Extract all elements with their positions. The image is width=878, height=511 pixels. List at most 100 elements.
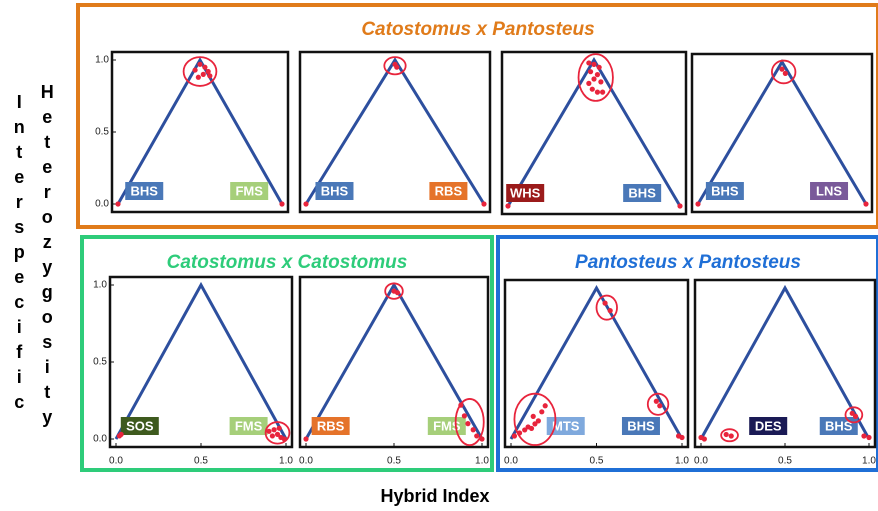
species-label: DES [755, 418, 782, 433]
point [207, 73, 213, 79]
point [394, 290, 401, 296]
point [535, 418, 541, 424]
species-label: LNS [816, 183, 842, 198]
point [591, 76, 597, 82]
point [481, 201, 487, 207]
x-tick-label: 0.0 [109, 456, 123, 467]
species-label-box [623, 184, 662, 202]
hybrid-boundary [116, 56, 284, 205]
point [532, 421, 538, 427]
species-label: RBS [435, 183, 463, 198]
point [866, 434, 872, 441]
species-label: RBS [317, 418, 345, 433]
point [589, 86, 595, 92]
point [849, 410, 855, 416]
x-tick-label: 0.0 [299, 456, 313, 467]
highlight-circle [383, 56, 407, 76]
point [394, 64, 400, 70]
species-label-box [506, 184, 545, 202]
point [863, 201, 869, 207]
highlight-circle [513, 392, 557, 446]
point [118, 431, 124, 437]
species-label-box [315, 182, 354, 200]
highlight-circle [844, 406, 864, 424]
highlight-circle [182, 56, 218, 87]
hybrid-boundary [696, 59, 868, 205]
point [205, 68, 211, 75]
highlight-circle [384, 282, 404, 300]
point [607, 308, 613, 314]
species-label-box [311, 417, 350, 435]
species-label-box [705, 182, 744, 200]
group-title: Catostomus x Pantosteus [361, 19, 594, 40]
point [602, 300, 608, 306]
point [200, 71, 206, 77]
point [586, 60, 592, 66]
point [279, 201, 285, 207]
point [461, 413, 467, 419]
species-label-box [810, 182, 849, 200]
x-tick-label: 0.5 [590, 456, 604, 467]
y-tick-label: 0.5 [95, 127, 109, 138]
point [598, 79, 604, 85]
group-title: Pantosteus x Pantosteus [575, 252, 801, 273]
species-label: FMS [433, 418, 461, 433]
point [657, 403, 663, 409]
x-tick-label: 0.0 [694, 456, 708, 467]
point [303, 201, 309, 207]
species-label: WHS [510, 185, 541, 200]
point [271, 427, 277, 433]
x-tick-label: 1.0 [475, 456, 489, 467]
point [197, 61, 203, 67]
species-label-box [125, 182, 164, 200]
highlight-circle [264, 421, 291, 445]
hybrid-boundary [506, 57, 682, 207]
hybrid-boundary [114, 281, 288, 440]
x-tick-label: 0.0 [504, 456, 518, 467]
point [192, 67, 198, 73]
x-tick-label: 1.0 [279, 456, 293, 467]
point [465, 421, 471, 427]
species-label: MTS [552, 418, 580, 433]
point [596, 64, 602, 70]
point [276, 425, 282, 431]
point [195, 74, 201, 80]
point [522, 427, 528, 433]
highlight-circle [454, 398, 485, 447]
point [586, 80, 592, 86]
species-label: SOS [126, 418, 154, 433]
species-label: BHS [321, 183, 349, 198]
y-tick-label: 1.0 [95, 55, 109, 66]
species-label: BHS [628, 185, 656, 200]
point [861, 433, 867, 439]
point [269, 433, 275, 439]
highlight-circle [720, 428, 739, 443]
y-tick-label: 0.5 [93, 357, 107, 368]
point [594, 89, 601, 95]
point [202, 64, 208, 70]
group-box [76, 3, 878, 229]
point [303, 436, 309, 442]
point [115, 201, 121, 207]
point [779, 66, 785, 72]
point [591, 61, 597, 67]
species-label: BHS [627, 418, 655, 433]
y-label: Heterozygosity [37, 82, 57, 432]
species-label-box [429, 182, 468, 200]
highlight-circle [577, 53, 614, 102]
x-label: Hybrid Index [380, 486, 489, 506]
point [695, 201, 701, 207]
group-title: Catostomus x Catostomus [167, 252, 408, 273]
x-tick-label: 0.5 [387, 456, 401, 467]
x-tick-label: 0.5 [778, 456, 792, 467]
point [528, 425, 535, 432]
point [701, 436, 707, 442]
point [511, 433, 518, 439]
species-label: BHS [131, 183, 159, 198]
hybrid-boundary [509, 284, 684, 440]
group-box [80, 235, 494, 472]
highlight-circle [646, 392, 670, 416]
x-tick-label: 0.5 [194, 456, 208, 467]
point [266, 428, 272, 434]
